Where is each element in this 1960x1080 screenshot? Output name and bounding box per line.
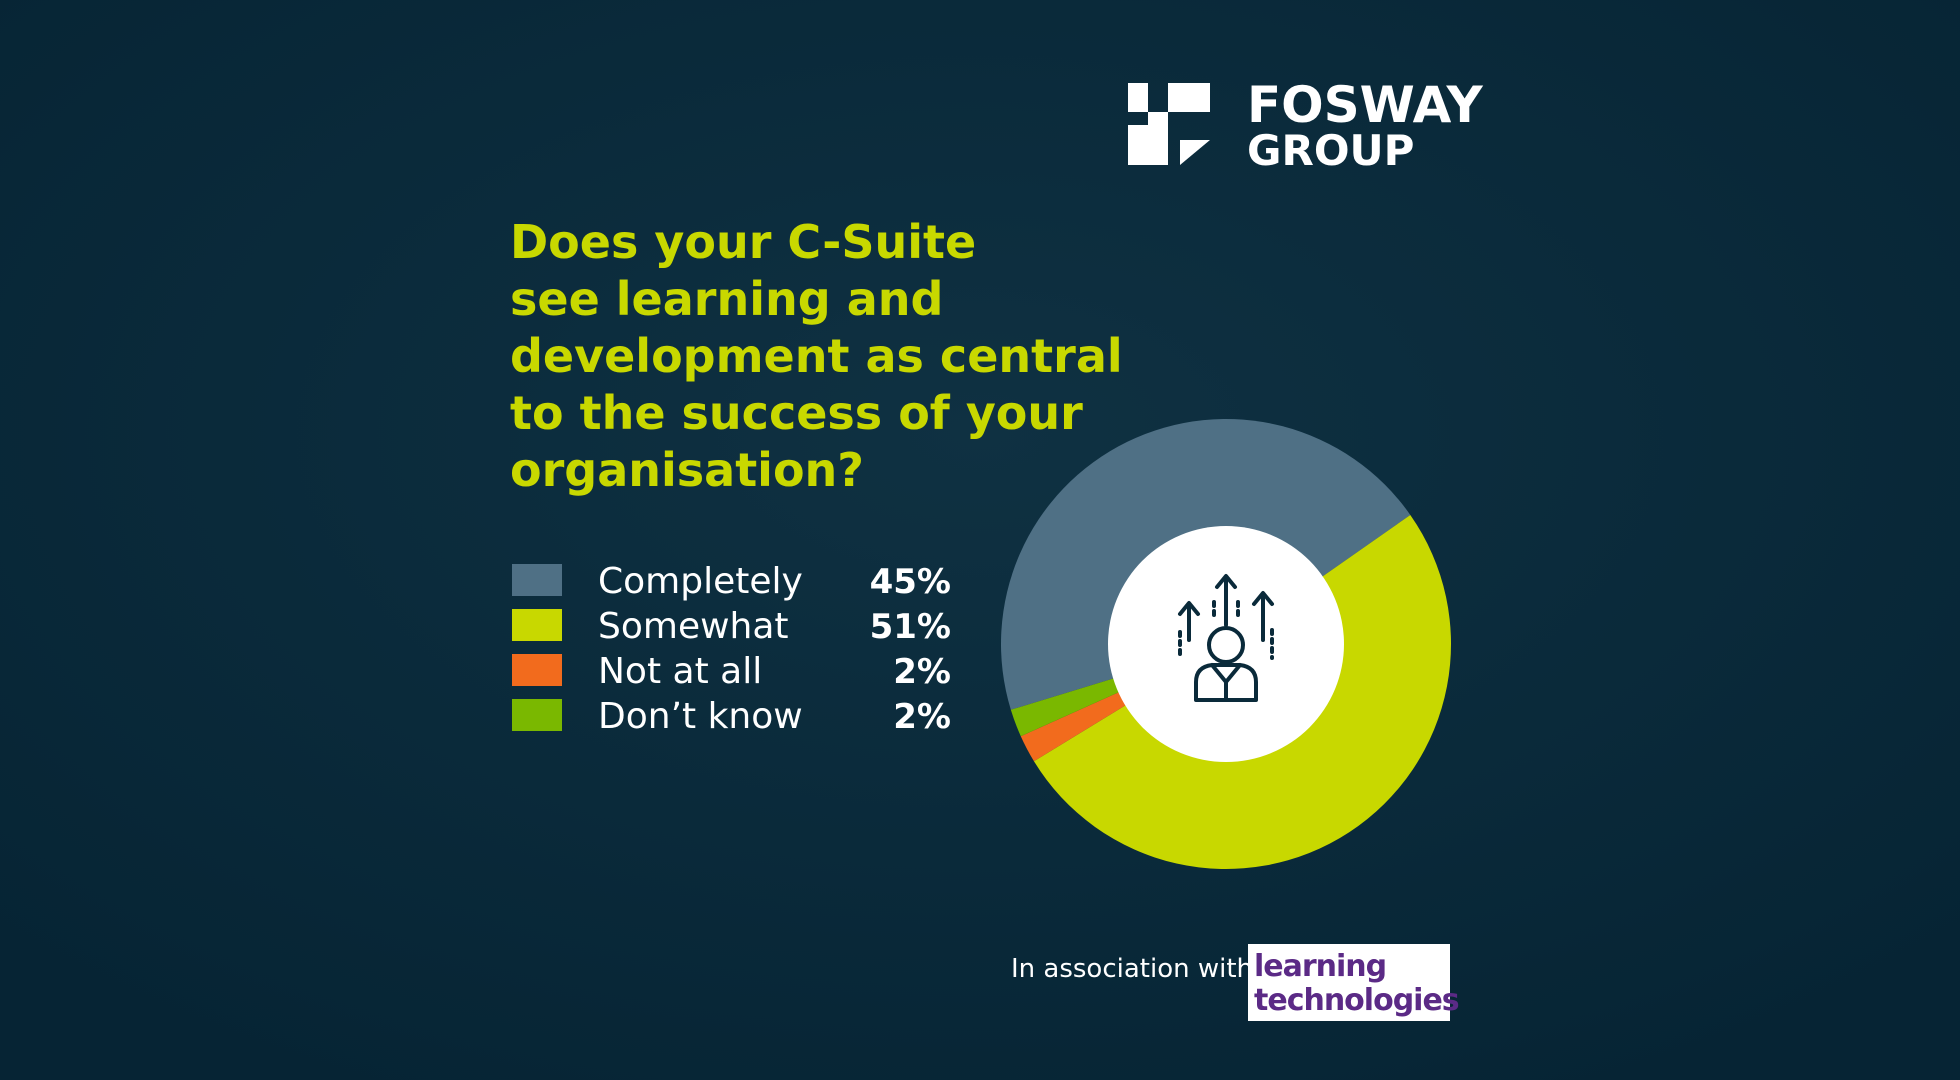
partner-text: learning	[1254, 949, 1386, 984]
title-line: see learning and	[510, 272, 943, 326]
value-label: 45%	[870, 562, 951, 602]
logo-text: GROUP	[1247, 126, 1414, 175]
partner-text: technologies	[1254, 983, 1459, 1018]
legend: Completely 45% Somewhat 51% Not at all 2% Don’…	[512, 561, 951, 737]
value-label: 2%	[893, 697, 951, 737]
legend-label: Don’t know	[598, 696, 803, 737]
center-icon	[1178, 574, 1274, 702]
title-line: development as central	[510, 329, 1123, 383]
legend-swatch	[512, 564, 562, 596]
logo-text: FOSWAY	[1247, 76, 1483, 134]
value-label: 2%	[893, 652, 951, 692]
title-line: Does your C-Suite	[510, 215, 976, 269]
partner-box	[1248, 944, 1450, 1021]
footer-text: In association with	[1011, 954, 1253, 984]
title-line: to the success of your	[510, 386, 1083, 440]
legend-label: Completely	[598, 561, 803, 602]
legend-label: Not at all	[598, 651, 762, 692]
legend-label: Somewhat	[598, 606, 789, 647]
legend-swatch	[512, 609, 562, 641]
donut-hole	[1108, 526, 1344, 762]
logo-mark	[1128, 83, 1210, 165]
title-line: organisation?	[510, 443, 864, 497]
legend-swatch	[512, 654, 562, 686]
value-label: 51%	[870, 607, 951, 647]
legend-swatch	[512, 699, 562, 731]
